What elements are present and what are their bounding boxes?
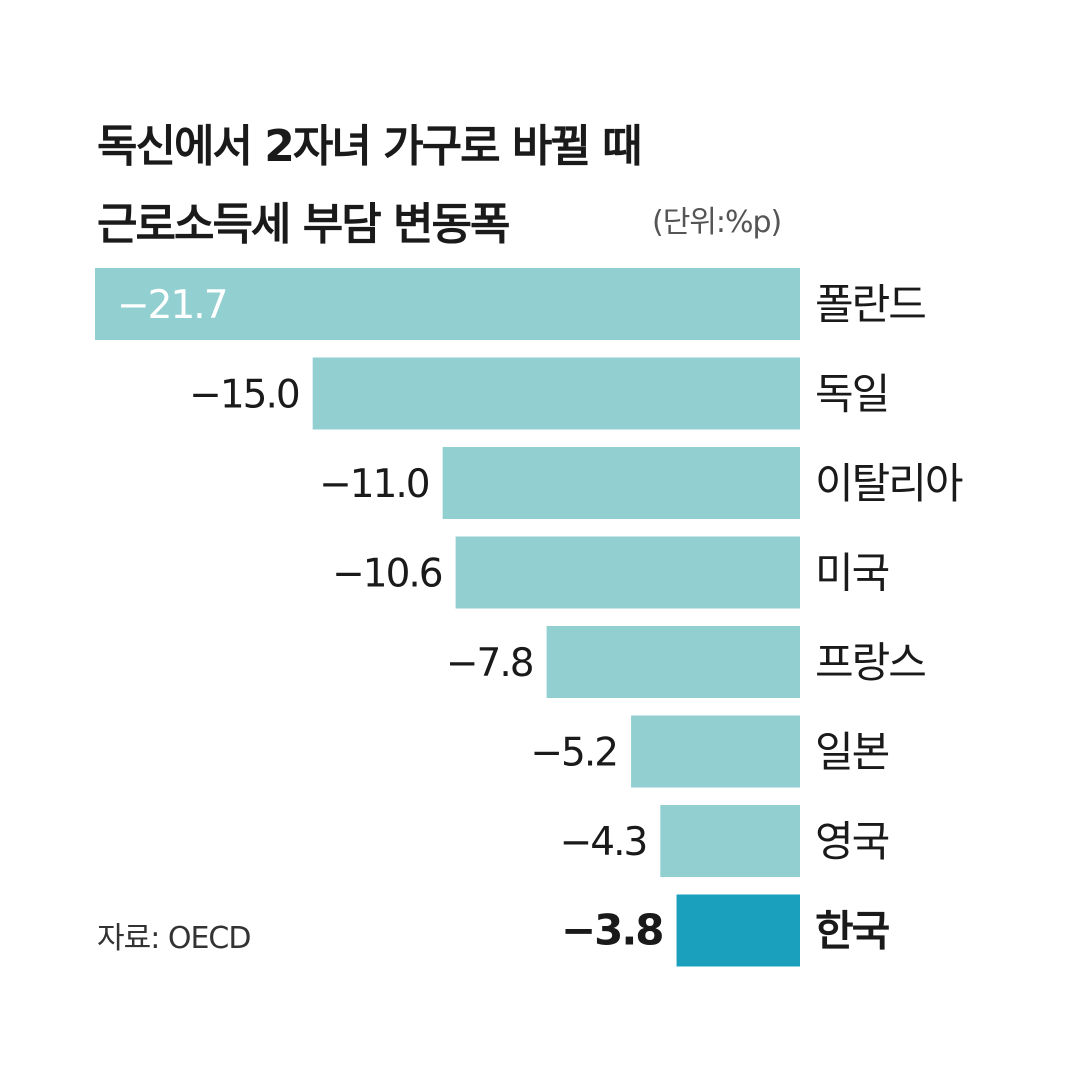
bar-3 [442, 447, 800, 519]
value-label-4: −10.6 [332, 552, 442, 597]
bar-6 [631, 715, 800, 788]
value-label-8: −3.8 [561, 906, 663, 955]
bar-1 [95, 268, 800, 340]
value-label-5: −7.8 [446, 641, 533, 686]
value-label-2: −15.0 [189, 373, 299, 418]
category-label-2: 독일 [815, 370, 888, 419]
unit-note: (단위:%p) [652, 205, 782, 240]
category-label-5: 프랑스 [815, 638, 925, 687]
source-note: 자료: OECD [97, 921, 251, 956]
bar-4 [455, 536, 800, 609]
bar-7 [660, 805, 800, 877]
bar-2 [312, 357, 800, 430]
value-label-3: −11.0 [319, 462, 429, 507]
category-label-4: 미국 [815, 549, 889, 598]
category-label-1: 폴란드 [815, 280, 925, 329]
category-label-7: 영국 [815, 817, 889, 866]
bar-5 [546, 626, 800, 698]
chart-title-line-2: 근로소득세 부담 변동폭 [97, 199, 510, 250]
value-label-6: −5.2 [530, 731, 617, 776]
chart-title-line-1: 독신에서 2자녀 가구로 바뀔 때 [97, 121, 643, 172]
category-label-6: 일본 [815, 728, 889, 777]
value-label-7: −4.3 [560, 820, 647, 865]
value-label-1: −21.7 [117, 283, 227, 328]
bar-8 [676, 894, 800, 967]
category-label-3: 이탈리아 [815, 459, 963, 508]
category-label-8: 한국 [815, 907, 890, 956]
